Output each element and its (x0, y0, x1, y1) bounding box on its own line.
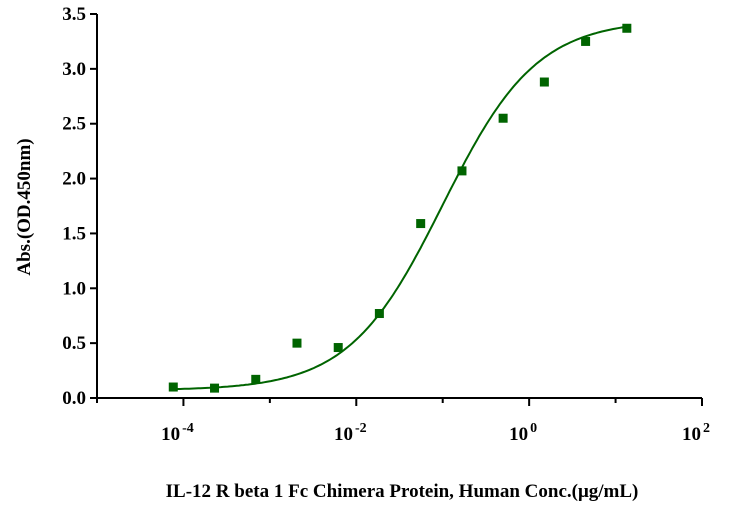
ticks: 0.0 0.5 1.0 1.5 2.0 2.5 3.0 3.5 10 -4 10 -2 10 0 10 2 (62, 4, 710, 445)
y-tick-label: 1.0 (62, 278, 86, 299)
y-tick-label: 2.5 (62, 114, 86, 135)
x-axis-label: IL-12 R beta 1 Fc Chimera Protein, Human… (166, 481, 639, 502)
data-point (168, 382, 178, 392)
y-tick-label: 0.0 (62, 388, 86, 409)
data-points (168, 23, 632, 393)
y-tick-label: 2.0 (62, 169, 86, 190)
y-axis-label: Abs.(OD.450nm) (14, 138, 35, 275)
y-tick-label: 0.5 (62, 333, 86, 354)
data-point (292, 338, 302, 348)
data-point (333, 343, 343, 353)
x-tick-label: 10 2 (682, 421, 710, 445)
data-point (622, 23, 632, 33)
data-point (251, 374, 261, 384)
data-point (374, 309, 384, 319)
data-point (210, 383, 220, 393)
x-tick-label: 10 -4 (161, 421, 194, 445)
x-tick-label: 10 -2 (334, 421, 367, 445)
x-tick-label: 10 0 (509, 421, 537, 445)
y-tick-label: 1.5 (62, 223, 86, 244)
fit-curve (173, 25, 627, 391)
data-point (457, 166, 467, 176)
data-point (539, 77, 549, 87)
data-point (498, 113, 508, 123)
y-tick-label: 3.0 (62, 59, 86, 80)
data-point (581, 36, 591, 46)
y-tick-label: 3.5 (62, 4, 86, 25)
data-point (416, 219, 426, 229)
axes (96, 14, 702, 399)
